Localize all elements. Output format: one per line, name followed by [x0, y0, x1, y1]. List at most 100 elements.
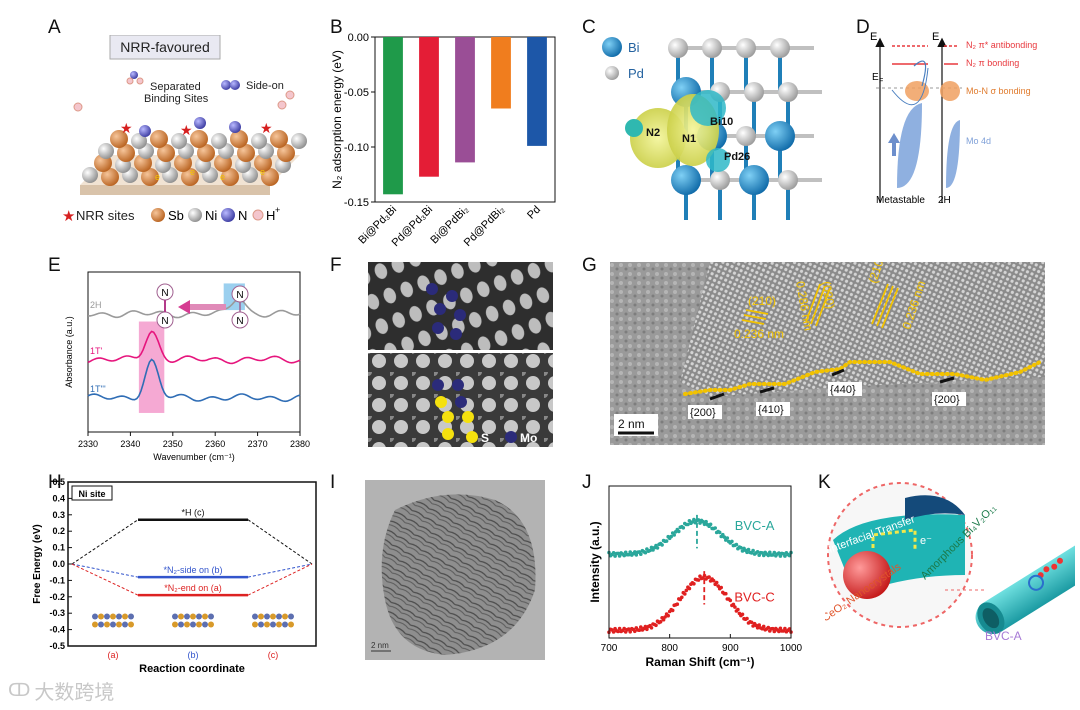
- data-point: [761, 553, 766, 558]
- panel-label-j: J: [582, 472, 592, 493]
- curved-arrow-icon: [891, 67, 929, 106]
- panel-a-title: NRR-favoured: [120, 39, 209, 55]
- crystal-structure-c: Bi Pd N2 N1 Bi10 Pd26: [602, 37, 822, 224]
- atom-label-pd26: Pd26: [724, 151, 750, 163]
- data-point: [777, 629, 781, 634]
- data-point: [778, 626, 783, 631]
- substrate-edge: [80, 185, 270, 195]
- panel-label-k: K: [818, 472, 831, 493]
- data-point: [616, 629, 620, 634]
- data-point: [645, 627, 649, 632]
- n2-sideon-atom: [230, 80, 240, 90]
- ni-atom: [98, 143, 114, 159]
- data-point: [757, 623, 761, 627]
- y-axis-label: Absorbance (a.u.): [64, 316, 74, 388]
- structure-atom: [190, 621, 196, 628]
- structure-atom: [122, 613, 128, 620]
- panel-a-illustration: NRR-favoured ★ ★ ★ Separated Binding Sites…: [62, 34, 307, 225]
- spectrum-line: [87, 330, 301, 365]
- data-point: [643, 624, 648, 629]
- connector: [71, 563, 139, 596]
- label-antibonding: N₂ π* antibonding: [966, 40, 1037, 50]
- x-tick-label: Pd: [525, 204, 543, 222]
- label-sigma: Mo-N σ bonding: [966, 86, 1031, 96]
- spectrum-line: [87, 298, 301, 319]
- data-point: [728, 598, 733, 603]
- data-point: [783, 626, 787, 631]
- data-point: [698, 521, 702, 525]
- h-atom: [277, 100, 287, 110]
- inner-core: [905, 495, 965, 520]
- nrr-site-star-icon: ★: [260, 120, 273, 136]
- sb-atom: [157, 144, 175, 162]
- lattice-fringe-markers: [741, 283, 899, 329]
- mo4d-band-2h: [946, 120, 960, 188]
- data-point: [637, 628, 642, 632]
- series-label: BVC-C: [734, 590, 774, 605]
- sb-atom: [230, 130, 248, 148]
- pd-atom: [770, 38, 790, 58]
- data-point: [649, 626, 654, 630]
- y-tick-label: -0.1: [49, 575, 65, 585]
- data-point: [745, 616, 749, 621]
- data-point: [677, 529, 681, 534]
- x-tick-label: 2340: [120, 439, 140, 449]
- structure-atom: [288, 621, 294, 628]
- panel-label-g: G: [582, 255, 597, 276]
- structure-label: (a): [108, 650, 119, 660]
- sb-atom: [277, 144, 295, 162]
- structure-atom: [264, 621, 270, 628]
- connector: [71, 519, 139, 565]
- watermark-text: 大数跨境: [34, 680, 115, 704]
- bi-legend-icon: [602, 37, 622, 57]
- structure-atom: [252, 621, 258, 628]
- bar: [527, 37, 547, 146]
- n-atom: [130, 71, 138, 79]
- y-tick-label: -0.3: [49, 608, 65, 618]
- sb-atom: [110, 130, 128, 148]
- sb-atom: [270, 130, 288, 148]
- legend-ni: Ni: [205, 208, 217, 223]
- ceo2-nanocrystal: [843, 551, 891, 599]
- data-point: [655, 546, 660, 550]
- ir-spectra-e: 2H 1T' 1T''' 2330 2340 2350 2360 2370 2380 Wavenu…: [64, 271, 310, 462]
- site-box-label: Ni site: [78, 489, 105, 499]
- facet-label-bgs: [688, 382, 966, 419]
- data-point: [658, 619, 663, 624]
- level-label: *N₂-end on (a): [164, 583, 222, 593]
- data-point: [617, 554, 622, 558]
- ni-atom: [291, 133, 307, 149]
- atom-label-n1: N1: [682, 133, 696, 145]
- tem-image-i: 2 nm: [365, 480, 545, 660]
- plot-frame: [608, 485, 792, 639]
- data-point: [761, 624, 766, 629]
- level-label: *N₂-side on (b): [163, 565, 222, 575]
- y-tick-label: 0.4: [52, 493, 65, 503]
- series-label: 1T': [90, 346, 103, 356]
- data-point: [734, 542, 739, 547]
- data-point: [701, 519, 705, 524]
- data-point: [687, 586, 692, 591]
- data-point: [626, 627, 631, 631]
- h-legend-icon: [252, 209, 264, 221]
- bar: [455, 37, 475, 163]
- structure-atom: [202, 613, 208, 620]
- facet-label: {200}: [934, 394, 960, 406]
- scale-bar-bg: [614, 414, 658, 436]
- bi-atom: [671, 165, 701, 195]
- panel-k: Interfacial Transfer e⁻ Amorphous Bi₄V₂O…: [820, 480, 1080, 680]
- n-atom-label: N: [236, 290, 243, 301]
- structure-atom: [258, 613, 264, 620]
- data-point: [633, 550, 637, 554]
- panel-i: 2 nm: [365, 480, 545, 660]
- data-point: [787, 553, 792, 558]
- data-point: [719, 585, 723, 590]
- hrtem-image-g: (210) 0.236 nm (020) 0.286 nm (210) 0.23…: [610, 254, 1045, 445]
- data-point: [664, 539, 669, 543]
- callout-sideon: Side-on: [246, 80, 284, 92]
- structure-atom: [128, 621, 134, 628]
- electron-label: e: [260, 167, 265, 177]
- data-point: [707, 575, 711, 579]
- atom-label-n2: N2: [646, 127, 660, 139]
- x-tick-label: 2380: [290, 439, 310, 449]
